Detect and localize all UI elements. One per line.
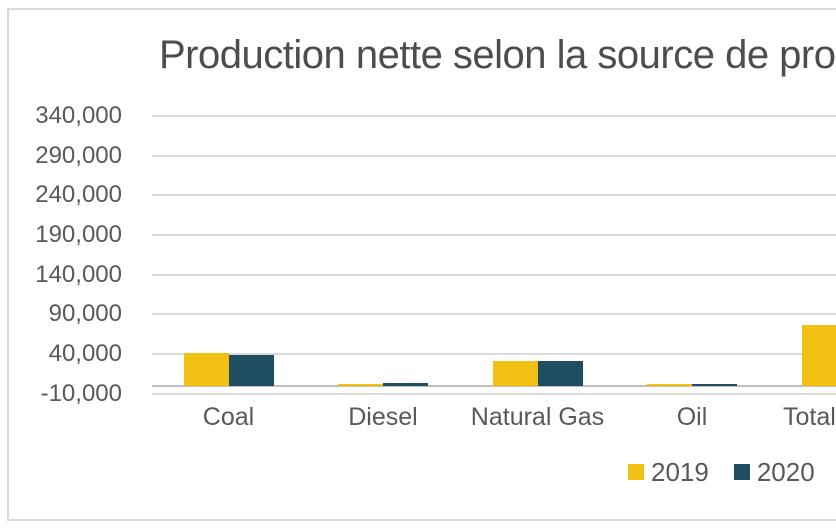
legend-label-2019: 2019 [651,457,709,487]
legend-swatch-2019 [628,464,644,480]
y-axis-tick-label: 290,000 [35,141,122,169]
chart-title: Production nette selon la source de pro [159,33,836,77]
chart-frame [7,8,836,521]
x-axis-category-label: Total [783,403,836,431]
bar-diesel-2020[interactable] [383,383,428,386]
gridline [152,194,836,197]
y-axis-tick-label: 90,000 [48,300,122,328]
gridline [152,392,836,395]
y-axis-tick-label: 240,000 [35,181,122,209]
x-axis-category-label: Coal [202,403,255,431]
y-axis-tick-label: 140,000 [35,260,122,288]
gridline [152,154,836,157]
bar-coal-2020[interactable] [228,355,274,386]
legend-label-2020: 2020 [756,457,815,487]
y-axis-tick-label: 40,000 [48,339,122,367]
bar-coal-2019[interactable] [183,352,229,386]
x-axis-category-label: Oil [676,403,708,431]
bar-natural-gas-2020[interactable] [537,360,583,386]
gridline [152,233,836,236]
legend-item-2019[interactable]: 2019 [628,457,709,487]
bar-natural-gas-2019[interactable] [492,361,538,386]
bar-total-2019[interactable] [801,325,836,386]
y-axis-tick-label: -10,000 [40,379,122,407]
gridline [152,352,836,355]
bar-diesel-2019[interactable] [338,383,383,386]
legend: 2019 2020 [628,457,815,487]
bar-oil-2019[interactable] [647,384,692,386]
gridline [152,273,836,276]
gridline [152,115,836,117]
y-axis-tick-label: 340,000 [35,102,122,129]
legend-item-2020[interactable]: 2020 [733,457,815,487]
x-axis-line [152,384,836,387]
x-axis-category-label: Diesel [348,403,418,431]
x-axis-category-label: Natural Gas [470,403,605,431]
bar-oil-2020[interactable] [692,383,737,386]
legend-swatch-2020 [733,464,750,480]
gridline [152,313,836,316]
y-axis-tick-label: 190,000 [35,220,122,248]
